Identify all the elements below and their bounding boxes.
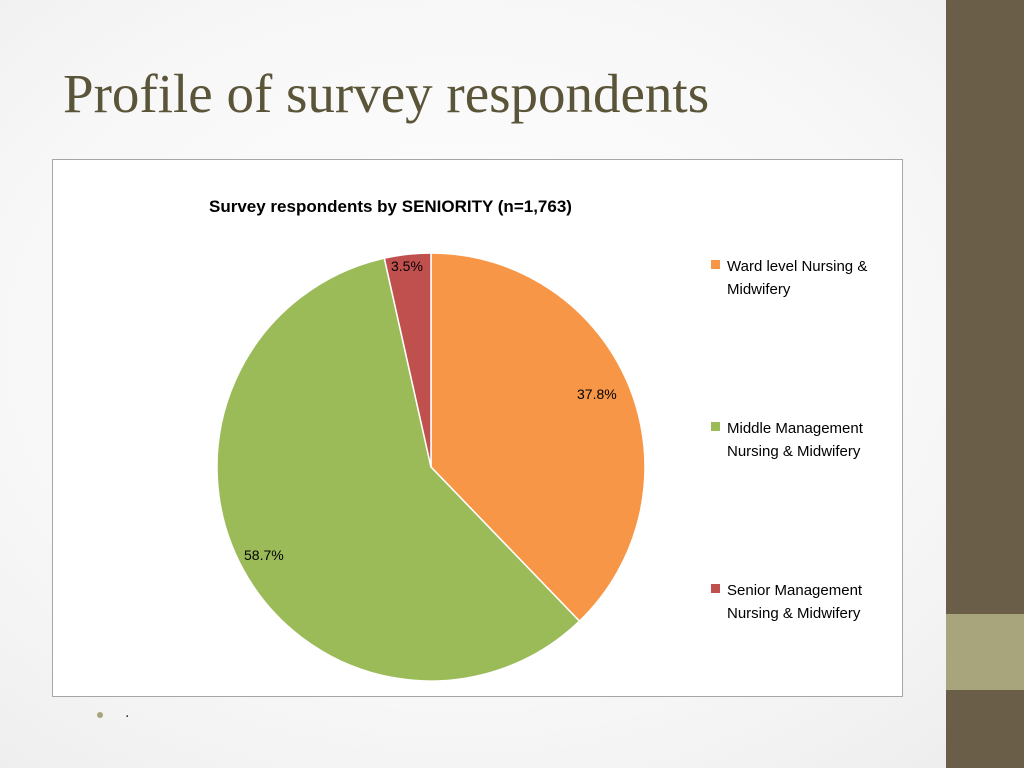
- legend-label-senior-management: Senior Management Nursing & Midwifery: [727, 582, 863, 622]
- legend-swatch-middle-management: [711, 422, 720, 431]
- chart-title: Survey respondents by SENIORITY (n=1,763…: [209, 197, 572, 216]
- slide-title: Profile of survey respondents: [63, 63, 710, 124]
- legend-swatch-ward-level: [711, 260, 720, 269]
- pie-slice-middle-management: [216, 257, 581, 682]
- bullet-dot-icon: [97, 712, 103, 718]
- legend-label-ward-level: Ward level Nursing & Midwifery: [727, 258, 868, 298]
- chart-container: Survey respondents by SENIORITY (n=1,763…: [52, 159, 903, 697]
- data-label-ward-level: 37.8%: [577, 386, 617, 402]
- data-label-senior-management: 3.5%: [391, 258, 423, 274]
- bullet-text: .: [125, 704, 130, 721]
- pie-slice-senior-management: [383, 252, 432, 468]
- legend-label-middle-management: Middle Management Nursing & Midwifery: [727, 420, 863, 460]
- legend-swatch-senior-management: [711, 584, 720, 593]
- pie-slice-ward-level: [430, 252, 646, 623]
- sidebar-accent-block: [946, 614, 1024, 690]
- data-label-middle-management: 58.7%: [244, 547, 284, 563]
- pie-chart: [216, 252, 646, 682]
